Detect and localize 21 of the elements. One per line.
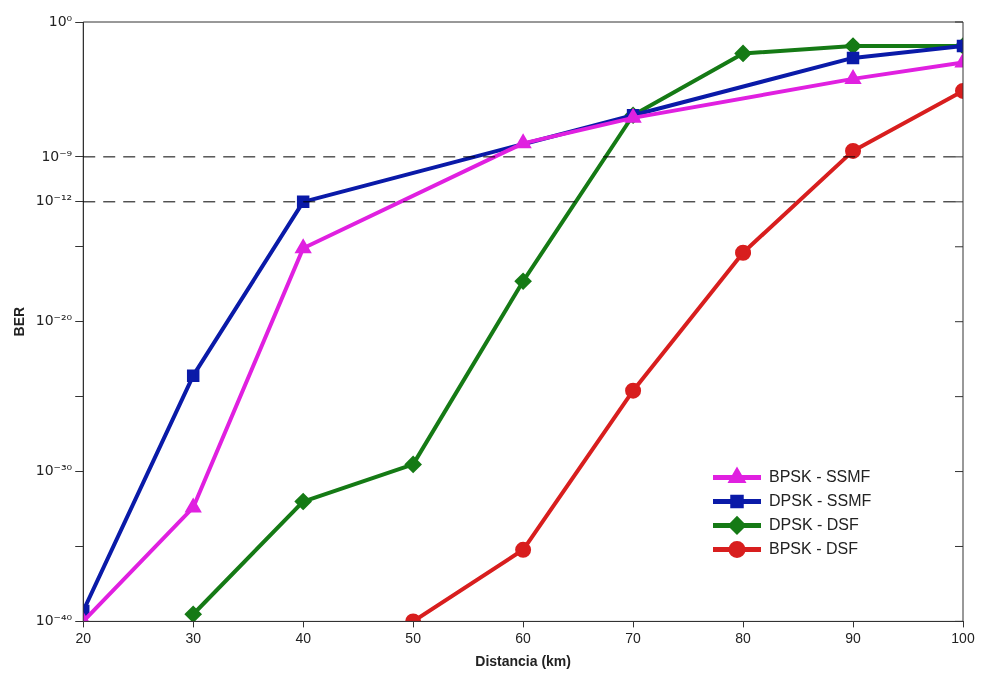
y-tick-label: 10⁻⁴⁰ — [35, 612, 73, 629]
y-tick-label: 10⁻²⁰ — [35, 312, 73, 329]
x-axis-title: Distancia (km) — [475, 653, 571, 670]
x-tick-label: 90 — [845, 629, 862, 646]
x-tick-label: 60 — [515, 629, 532, 646]
y-tick-label: 10⁻³⁰ — [35, 462, 73, 479]
y-tick-label: 10⁻¹² — [35, 192, 73, 209]
legend-label: DPSK - DSF — [769, 515, 860, 533]
y-tick-label: 10⁻⁹ — [41, 147, 73, 164]
x-tick-label: 50 — [405, 629, 422, 646]
x-tick-label: 20 — [75, 629, 92, 646]
legend-label: DPSK - SSMF — [769, 491, 872, 509]
y-axis-title: BER — [11, 306, 28, 337]
x-tick-label: 30 — [185, 629, 202, 646]
legend-label: BPSK - SSMF — [769, 467, 871, 485]
legend-label: BPSK - DSF — [769, 539, 859, 557]
x-tick-label: 40 — [295, 629, 312, 646]
x-tick-label: 80 — [735, 629, 752, 646]
x-tick-label: 100 — [951, 629, 975, 646]
x-tick-label: 70 — [625, 629, 642, 646]
y-tick-label: 10⁰ — [48, 12, 73, 29]
